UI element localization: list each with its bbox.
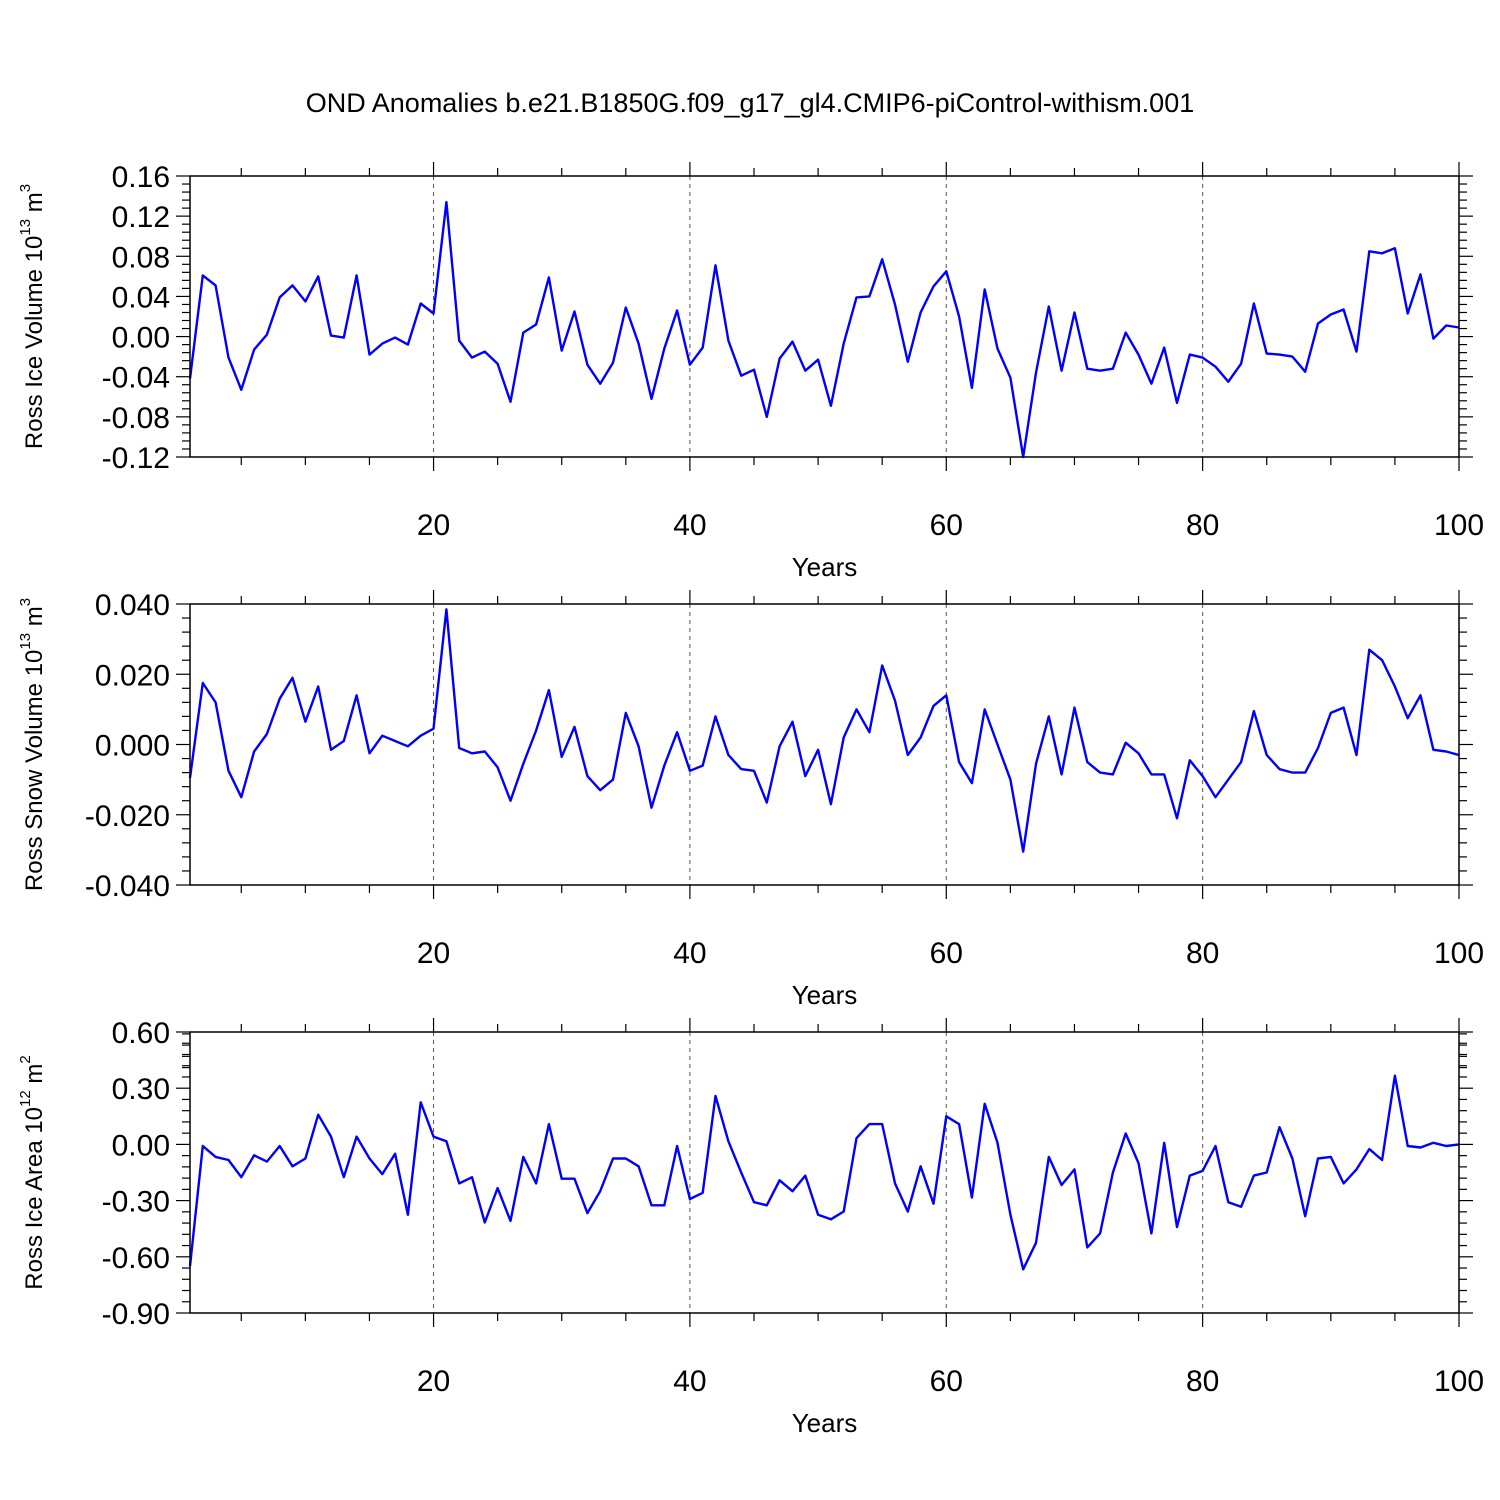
y-tick-label: -0.04 bbox=[102, 362, 170, 395]
panel-1: -0.12 -0.08 -0.04 0.00 0.04 0.08 0.12 0.16 20 40 6… bbox=[17, 161, 1484, 582]
y-axis-label-unit-exponent: 2 bbox=[17, 1055, 34, 1063]
x-tick-label: 80 bbox=[1186, 937, 1219, 970]
y-tick-label: 0.000 bbox=[95, 730, 170, 763]
y-tick-label: -0.040 bbox=[85, 870, 170, 903]
y-axis-label-unit: m bbox=[21, 192, 48, 219]
y-axis-label-text: Ross Ice Volume 10 bbox=[21, 236, 48, 449]
y-axis-label-unit-exponent: 3 bbox=[17, 184, 34, 192]
y-tick-label: -0.020 bbox=[85, 800, 170, 833]
x-tick-label: 100 bbox=[1434, 937, 1484, 970]
x-tick-label: 20 bbox=[417, 937, 450, 970]
y-tick-label: -0.60 bbox=[102, 1242, 170, 1275]
plot-frame bbox=[189, 175, 1460, 458]
x-tick-label: 20 bbox=[417, 1365, 450, 1398]
x-tick-label: 20 bbox=[417, 509, 450, 542]
x-tick-label: 40 bbox=[673, 509, 706, 542]
y-tick-label: 0.16 bbox=[112, 161, 170, 194]
y-tick-label: -0.08 bbox=[102, 402, 170, 435]
series-line bbox=[188, 1074, 1460, 1271]
panels: -0.12 -0.08 -0.04 0.00 0.04 0.08 0.12 0.16 20 40 6… bbox=[17, 161, 1484, 1438]
x-tick-label: 40 bbox=[673, 1365, 706, 1398]
plot-frame bbox=[189, 603, 1460, 886]
y-axis-label-text: Ross Snow Volume 10 bbox=[21, 650, 48, 891]
y-axis-label-exponent: 13 bbox=[17, 219, 34, 236]
x-axis-label: Years bbox=[792, 1408, 858, 1438]
y-axis-label: Ross Snow Volume 1013 m3 bbox=[17, 598, 48, 891]
y-axis-label: Ross Ice Area 1012 m2 bbox=[17, 1055, 48, 1289]
y-axis-label-exponent: 13 bbox=[17, 633, 34, 650]
y-axis-label-exponent: 12 bbox=[17, 1090, 34, 1107]
y-tick-label: 0.00 bbox=[112, 1129, 170, 1162]
y-tick-label: -0.12 bbox=[102, 442, 170, 475]
chart-title: OND Anomalies b.e21.B1850G.f09_g17_gl4.C… bbox=[306, 88, 1194, 118]
x-axis-label: Years bbox=[792, 980, 858, 1010]
y-tick-label: 0.040 bbox=[95, 589, 170, 622]
x-tick-label: 40 bbox=[673, 937, 706, 970]
y-tick-label: 0.08 bbox=[112, 241, 170, 274]
x-tick-label: 100 bbox=[1434, 1365, 1484, 1398]
series-line bbox=[188, 200, 1460, 459]
y-axis-label-unit: m bbox=[21, 1064, 48, 1091]
y-tick-label: 0.04 bbox=[112, 281, 170, 314]
y-axis-label-unit: m bbox=[21, 606, 48, 633]
y-tick-label: 0.020 bbox=[95, 659, 170, 692]
y-tick-label: 0.30 bbox=[112, 1073, 170, 1106]
series-line bbox=[188, 608, 1460, 853]
y-axis-label-unit-exponent: 3 bbox=[17, 598, 34, 606]
y-tick-label: -0.90 bbox=[102, 1298, 170, 1331]
y-tick-label: 0.60 bbox=[112, 1017, 170, 1050]
x-tick-label: 80 bbox=[1186, 509, 1219, 542]
panel-2: -0.040 -0.020 0.000 0.020 0.040 20 40 60 80 100 Ye… bbox=[17, 589, 1484, 1010]
y-tick-label: 0.12 bbox=[112, 201, 170, 234]
x-tick-label: 80 bbox=[1186, 1365, 1219, 1398]
plot-frame bbox=[189, 1031, 1460, 1314]
x-tick-label: 100 bbox=[1434, 509, 1484, 542]
x-tick-label: 60 bbox=[930, 509, 963, 542]
y-axis-label: Ross Ice Volume 1013 m3 bbox=[17, 184, 48, 449]
x-axis-label: Years bbox=[792, 552, 858, 582]
y-axis-label-text: Ross Ice Area 10 bbox=[21, 1107, 48, 1290]
y-tick-label: -0.30 bbox=[102, 1186, 170, 1219]
y-tick-label: 0.00 bbox=[112, 322, 170, 355]
x-tick-label: 60 bbox=[930, 937, 963, 970]
panel-3: -0.90 -0.60 -0.30 0.00 0.30 0.60 20 40 60 80 100 Ye… bbox=[17, 1017, 1484, 1438]
x-tick-label: 60 bbox=[930, 1365, 963, 1398]
